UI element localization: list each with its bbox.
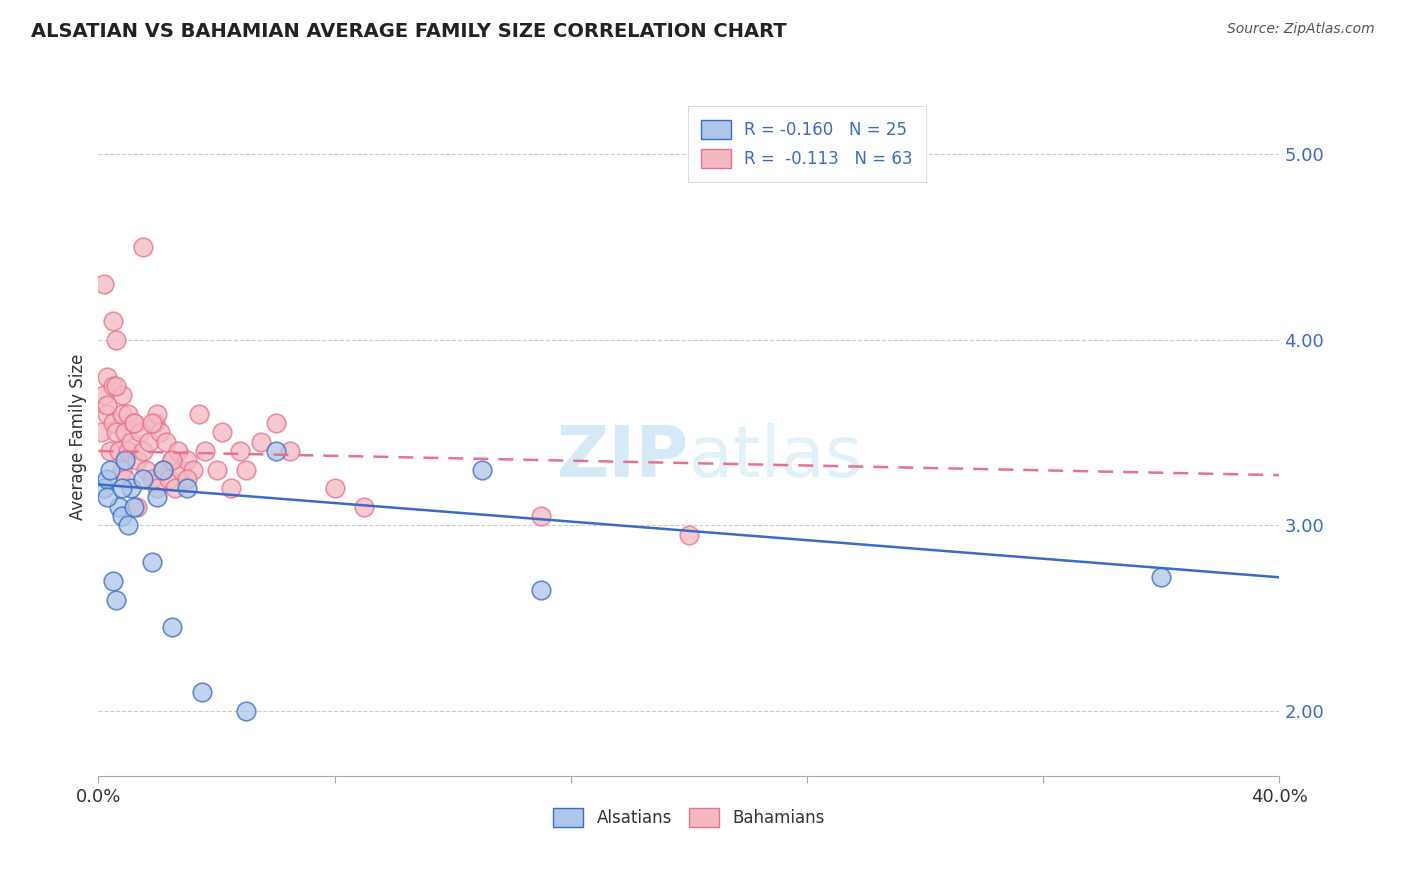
- Point: [96, 407, 118, 421]
- Point: [143, 416, 166, 430]
- Point: [141, 556, 163, 570]
- Point: [120, 434, 142, 449]
- Point: [108, 500, 131, 514]
- Point: [103, 416, 125, 430]
- Point: [162, 453, 183, 467]
- Point: [235, 704, 257, 718]
- Point: [105, 425, 128, 440]
- Point: [353, 500, 375, 514]
- Point: [122, 416, 145, 430]
- Point: [235, 462, 257, 476]
- Point: [90, 425, 112, 440]
- Text: ALSATIAN VS BAHAMIAN AVERAGE FAMILY SIZE CORRELATION CHART: ALSATIAN VS BAHAMIAN AVERAGE FAMILY SIZE…: [31, 22, 786, 41]
- Point: [125, 453, 148, 467]
- Point: [141, 472, 163, 486]
- Point: [176, 481, 198, 495]
- Point: [146, 491, 169, 505]
- Point: [146, 481, 169, 495]
- Point: [128, 425, 150, 440]
- Point: [96, 369, 118, 384]
- Point: [170, 462, 193, 476]
- Point: [96, 491, 118, 505]
- Point: [120, 481, 142, 495]
- Point: [132, 444, 155, 458]
- Point: [105, 333, 128, 347]
- Point: [162, 453, 183, 467]
- Point: [108, 444, 131, 458]
- Point: [111, 462, 134, 476]
- Point: [111, 407, 134, 421]
- Point: [280, 444, 302, 458]
- Text: ZIP: ZIP: [557, 423, 689, 491]
- Point: [114, 472, 136, 486]
- Point: [111, 481, 134, 495]
- Point: [211, 425, 233, 440]
- Point: [117, 518, 139, 533]
- Point: [114, 453, 136, 467]
- Point: [162, 620, 183, 634]
- Point: [98, 444, 121, 458]
- Point: [135, 462, 157, 476]
- Point: [157, 472, 180, 486]
- Point: [111, 508, 134, 523]
- Point: [191, 685, 214, 699]
- Point: [141, 416, 163, 430]
- Text: Source: ZipAtlas.com: Source: ZipAtlas.com: [1227, 22, 1375, 37]
- Point: [176, 472, 198, 486]
- Point: [181, 462, 204, 476]
- Point: [132, 472, 155, 486]
- Point: [149, 425, 172, 440]
- Point: [194, 444, 217, 458]
- Point: [152, 462, 174, 476]
- Point: [1150, 570, 1173, 584]
- Point: [125, 500, 148, 514]
- Point: [165, 481, 187, 495]
- Legend: Alsatians, Bahamians: Alsatians, Bahamians: [546, 799, 832, 836]
- Point: [250, 434, 273, 449]
- Point: [114, 425, 136, 440]
- Point: [111, 388, 134, 402]
- Point: [96, 398, 118, 412]
- Point: [103, 379, 125, 393]
- Point: [117, 444, 139, 458]
- Point: [103, 574, 125, 588]
- Point: [155, 434, 177, 449]
- Point: [103, 314, 125, 328]
- Point: [264, 416, 287, 430]
- Point: [132, 240, 155, 254]
- Point: [93, 388, 115, 402]
- Point: [122, 500, 145, 514]
- Point: [176, 453, 198, 467]
- Y-axis label: Average Family Size: Average Family Size: [69, 354, 87, 520]
- Point: [152, 462, 174, 476]
- Point: [96, 472, 118, 486]
- Point: [221, 481, 243, 495]
- Point: [205, 462, 228, 476]
- Point: [187, 407, 209, 421]
- Point: [264, 444, 287, 458]
- Point: [93, 481, 115, 495]
- Point: [117, 407, 139, 421]
- Point: [323, 481, 346, 495]
- Point: [93, 277, 115, 291]
- Point: [105, 379, 128, 393]
- Point: [138, 434, 160, 449]
- Point: [530, 508, 553, 523]
- Point: [530, 583, 553, 598]
- Point: [146, 407, 169, 421]
- Point: [167, 444, 190, 458]
- Point: [471, 462, 494, 476]
- Point: [105, 592, 128, 607]
- Point: [98, 462, 121, 476]
- Text: atlas: atlas: [689, 423, 863, 491]
- Point: [678, 527, 700, 541]
- Point: [122, 416, 145, 430]
- Point: [229, 444, 252, 458]
